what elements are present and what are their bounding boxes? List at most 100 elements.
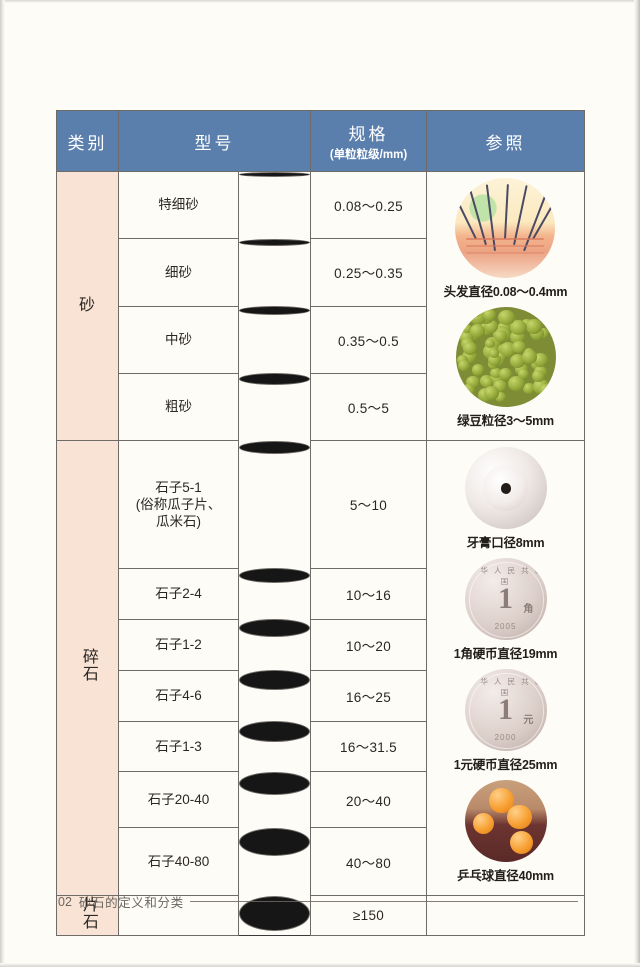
- column-header-model: 型号: [118, 110, 311, 172]
- footer-rule: [189, 901, 578, 902]
- spec-cell: 0.08～0.25: [310, 170, 427, 240]
- particle-size-dot-cell: [239, 373, 310, 386]
- model-cell: 细砂: [118, 238, 239, 307]
- column-header-reference-label: 参照: [485, 133, 526, 153]
- spec-cell: 10～16: [310, 567, 427, 620]
- table-header-row: 类别 型号 规格 (单粒粒级/mm) 参照: [56, 110, 585, 172]
- particle-size-dot-cell: [239, 721, 310, 743]
- spec-cell: 0.25～0.35: [310, 238, 427, 307]
- column-header-category: 类别: [56, 110, 119, 172]
- page-edge-left: [0, 0, 5, 967]
- column-header-spec-sublabel: (单粒粒级/mm): [329, 149, 408, 161]
- model-line: 石子5-1: [155, 479, 202, 495]
- model-line: 中砂: [165, 331, 192, 347]
- category-cell: 碎石: [56, 440, 119, 896]
- column-header-category-label: 类别: [67, 133, 108, 153]
- particle-size-dot-cell: [239, 827, 310, 856]
- particle-dot: [266, 620, 283, 637]
- one-jiao-coin-image: 中 华 人 民 共 和 国 1 角 2005: [464, 558, 547, 640]
- model-line: 特细砂: [158, 197, 199, 213]
- reference-caption: 乒乓球直径40mm: [457, 869, 554, 883]
- model-cell: 石子2-4: [118, 567, 239, 620]
- particle-size-dot-cell: [239, 771, 310, 795]
- particle-dot: [258, 896, 291, 930]
- reference-cell: 头发直径0.08～0.4mm 绿豆粒径3～5mm: [426, 171, 585, 441]
- column-header-spec: 规格 (单粒粒级/mm): [310, 110, 427, 172]
- spec-cell: 20～40: [310, 771, 427, 829]
- table-row: 石子2-4 10～16: [57, 567, 585, 620]
- category-cell: 砂: [56, 171, 119, 441]
- model-line: 粗砂: [165, 399, 192, 415]
- model-line: (俗称瓜子片、: [135, 496, 222, 512]
- category-label: 砂: [78, 296, 96, 314]
- footer-section-title: 砂石的定义和分类: [78, 896, 184, 910]
- table-row: 石子20-40 20～40: [57, 771, 585, 829]
- table-row: 石子1-2 10～20: [57, 618, 585, 671]
- table-row: 碎石 石子5-1 (俗称瓜子片、 瓜米石) 5～10 牙膏口径8mm 中 华 人 民 共 和…: [56, 440, 585, 896]
- reference-caption: 1元硬币直径25mm: [453, 758, 558, 772]
- reference-caption: 1角硬币直径19mm: [453, 647, 558, 661]
- model-cell: 石子20-40: [118, 771, 239, 829]
- particle-dot: [261, 828, 288, 855]
- model-line: 石子1-3: [155, 738, 202, 754]
- particle-size-dot-cell: [239, 306, 310, 315]
- ping-pong-ball-image: [464, 780, 547, 862]
- particle-size-dot-cell: [239, 568, 310, 584]
- table-row: 细砂 0.25～0.35: [57, 238, 585, 307]
- model-line: 石子1-2: [155, 637, 202, 653]
- page-edge-bottom: [0, 963, 640, 967]
- table-row: 石子1-3 16～31.5: [57, 720, 585, 773]
- spec-cell: 5～10: [310, 440, 427, 569]
- mung-bean-image: [455, 307, 556, 407]
- spec-cell: 0.5～5: [310, 372, 427, 442]
- page-footer: 02 砂石的定义和分类: [58, 892, 578, 911]
- column-header-spec-label: 规格: [348, 125, 389, 144]
- particle-dot: [271, 307, 278, 314]
- model-cell: 石子4-6: [118, 669, 239, 722]
- model-line: 石子40-80: [147, 853, 210, 869]
- toothpaste-nozzle-image: [464, 447, 547, 529]
- particle-size-dot-cell: [239, 238, 310, 246]
- page-edge-top: [0, 0, 640, 3]
- reference-item: 头发直径0.08～0.4mm: [444, 178, 568, 307]
- particle-dot: [264, 772, 285, 794]
- reference-cell: 牙膏口径8mm 中 华 人 民 共 和 国 1 角 2005 1角硬币直径19mm 中 华 …: [426, 440, 585, 896]
- spec-cell: 0.35～0.5: [310, 305, 427, 374]
- model-line: 石子20-40: [147, 792, 210, 808]
- particle-size-dot-cell: [239, 619, 310, 638]
- model-line: 细砂: [165, 264, 192, 280]
- model-cell: 中砂: [118, 305, 239, 374]
- category-label: 片石: [79, 896, 97, 930]
- reference-item: 中 华 人 民 共 和 国 1 元 2000 1元硬币直径25mm: [453, 669, 558, 780]
- footer-page-number: 02: [58, 894, 72, 909]
- hair-follicle-image: [455, 178, 556, 278]
- column-header-model-label: 型号: [194, 133, 235, 153]
- particle-size-dot-cell: [239, 440, 310, 454]
- model-cell: 石子1-2: [118, 618, 239, 671]
- model-cell: 石子40-80: [118, 827, 239, 896]
- model-line: 瓜米石): [156, 514, 201, 530]
- model-cell: 石子5-1 (俗称瓜子片、 瓜米石): [118, 440, 239, 569]
- one-yuan-coin-image: 中 华 人 民 共 和 国 1 元 2000: [464, 669, 547, 751]
- particle-dot: [269, 441, 280, 453]
- particle-dot: [265, 722, 284, 742]
- model-cell: 石子1-3: [118, 720, 239, 773]
- category-cell: 片石: [56, 894, 119, 937]
- aggregate-spec-table: 类别 型号 规格 (单粒粒级/mm) 参照 砂 特细砂 0.08～0.25 头发直径0…: [56, 110, 585, 937]
- particle-size-dot-cell: [239, 670, 310, 691]
- particle-dot: [268, 569, 281, 583]
- table-body: 砂 特细砂 0.08～0.25 头发直径0.08～0.4mm 绿豆粒径3～5mm 细砂 0.…: [56, 170, 585, 937]
- table-row: 石子4-6 16～25: [57, 669, 585, 722]
- spec-cell: 16～31.5: [310, 720, 427, 773]
- reference-caption: 绿豆粒径3～5mm: [457, 414, 554, 428]
- spec-cell: 10～20: [310, 618, 427, 671]
- reference-item: 乒乓球直径40mm: [457, 780, 554, 891]
- particle-size-dot-cell: [239, 172, 310, 177]
- particle-dot: [265, 671, 284, 690]
- particle-dot: [272, 239, 277, 245]
- particle-dot: [273, 173, 276, 176]
- category-label: 碎石: [79, 648, 97, 683]
- page-edge-right: [634, 0, 640, 967]
- table-row: 粗砂 0.5～5: [57, 372, 585, 442]
